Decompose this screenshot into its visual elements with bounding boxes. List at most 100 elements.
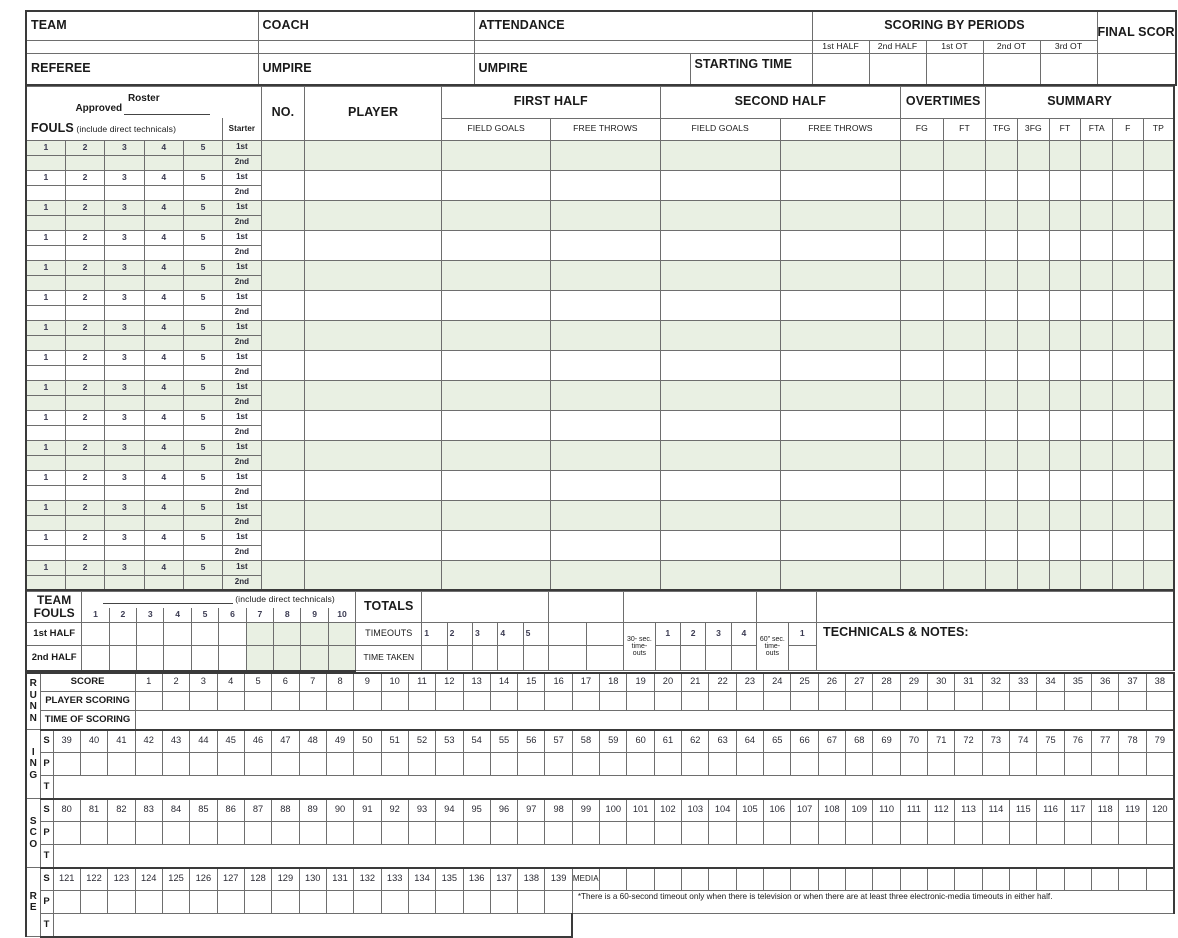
summary-f-cell[interactable] [1112, 289, 1144, 321]
fh-field-goals-cell[interactable] [440, 319, 552, 351]
team-foul-cell[interactable] [136, 622, 165, 646]
running-player-cell[interactable] [1036, 821, 1065, 845]
foul-mark-cell[interactable] [143, 454, 184, 471]
foul-mark-cell[interactable]: 1 [24, 259, 66, 276]
foul-mark-cell[interactable] [182, 424, 224, 441]
running-player-cell[interactable] [817, 752, 847, 776]
summary-f-cell[interactable] [1112, 469, 1144, 501]
fh-free-throws-cell[interactable] [550, 559, 661, 591]
ot-ft-cell[interactable] [942, 289, 987, 321]
summary-ft-cell[interactable] [1048, 259, 1082, 291]
player-scoring-cell[interactable] [353, 691, 382, 711]
foul-mark-cell[interactable] [143, 574, 184, 591]
player-number-cell[interactable] [260, 169, 306, 201]
roster-approved-cell[interactable]: Roster Approved [24, 85, 262, 118]
sixty-timeout-cell-1[interactable]: 1 [787, 622, 818, 646]
summary-fta-cell[interactable] [1080, 139, 1114, 171]
sh-free-throws-cell[interactable] [779, 139, 902, 171]
foul-mark-cell[interactable]: 1 [24, 169, 66, 186]
team-foul-cell[interactable] [245, 622, 275, 646]
sh-free-throws-cell[interactable] [779, 559, 902, 591]
player-scoring-cell[interactable] [653, 691, 683, 711]
running-player-cell[interactable] [927, 752, 956, 776]
score-input-3rd-ot[interactable] [1039, 53, 1098, 86]
player-scoring-cell[interactable] [954, 691, 983, 711]
ot-ft-cell[interactable] [942, 559, 987, 591]
summary-tp-cell[interactable] [1142, 169, 1175, 201]
running-player-cell[interactable] [626, 752, 655, 776]
foul-mark-cell[interactable]: 4 [143, 229, 184, 246]
fh-free-throws-cell[interactable] [550, 499, 661, 531]
foul-mark-cell[interactable]: 5 [182, 289, 224, 306]
running-player-cell[interactable] [763, 752, 792, 776]
foul-mark-cell[interactable] [24, 484, 66, 501]
running-player-cell[interactable] [189, 752, 218, 776]
summary-fta-cell[interactable] [1080, 559, 1114, 591]
sh-free-throws-cell[interactable] [779, 169, 902, 201]
media-timeout-cell[interactable] [735, 866, 765, 891]
umpire-cell-2[interactable]: UMPIRE [473, 53, 691, 86]
foul-mark-cell[interactable] [182, 514, 224, 531]
fh-field-goals-cell[interactable] [440, 409, 552, 441]
thirty-time-taken-cell[interactable] [679, 645, 707, 671]
summary-f-cell[interactable] [1112, 379, 1144, 411]
player-scoring-cell[interactable] [571, 691, 601, 711]
foul-mark-cell[interactable] [24, 274, 66, 291]
sh-free-throws-cell[interactable] [779, 379, 902, 411]
ot-fg-cell[interactable] [900, 229, 944, 261]
running-player-cell[interactable] [243, 821, 273, 845]
player-scoring-cell[interactable] [872, 691, 901, 711]
player-name-cell[interactable] [304, 259, 442, 291]
running-player-cell[interactable] [325, 821, 355, 845]
summary-f-cell[interactable] [1112, 259, 1144, 291]
media-timeout-cell[interactable] [763, 866, 792, 891]
media-timeout-cell[interactable] [599, 866, 628, 891]
running-player-cell[interactable] [407, 821, 437, 845]
player-scoring-cell[interactable] [1036, 691, 1065, 711]
foul-mark-cell[interactable] [182, 574, 224, 591]
foul-mark-cell[interactable]: 4 [143, 559, 184, 576]
foul-mark-cell[interactable]: 2 [64, 289, 106, 306]
running-player-cell[interactable] [407, 752, 437, 776]
summary-tfg-cell[interactable] [985, 379, 1018, 411]
player-number-cell[interactable] [260, 349, 306, 381]
media-timeout-cell[interactable] [1036, 866, 1065, 891]
running-player-cell[interactable] [981, 821, 1011, 845]
player-scoring-cell[interactable] [790, 691, 819, 711]
running-player-cell[interactable] [189, 890, 218, 914]
sh-field-goals-cell[interactable] [659, 349, 781, 381]
running-player-cell[interactable] [462, 821, 491, 845]
foul-mark-cell[interactable]: 1 [24, 319, 66, 336]
sh-field-goals-cell[interactable] [659, 229, 781, 261]
team-foul-cell[interactable] [163, 622, 192, 646]
foul-mark-cell[interactable]: 3 [104, 559, 145, 576]
fh-field-goals-cell[interactable] [440, 499, 552, 531]
media-timeout-cell[interactable] [790, 866, 819, 891]
sh-free-throws-cell[interactable] [779, 319, 902, 351]
referee-cell[interactable]: REFEREE [25, 53, 259, 86]
summary-ft-cell[interactable] [1048, 229, 1082, 261]
running-player-cell[interactable] [954, 752, 983, 776]
summary-3fg-cell[interactable] [1017, 559, 1050, 591]
fh-free-throws-cell[interactable] [550, 379, 661, 411]
summary-fta-cell[interactable] [1080, 259, 1114, 291]
team-cell[interactable]: TEAM [25, 10, 259, 41]
running-player-cell[interactable] [544, 890, 573, 914]
summary-tfg-cell[interactable] [985, 499, 1018, 531]
score-input-2nd-half[interactable] [868, 53, 927, 86]
foul-mark-cell[interactable]: 5 [182, 229, 224, 246]
player-number-cell[interactable] [260, 379, 306, 411]
foul-mark-cell[interactable]: 2 [64, 529, 106, 546]
foul-mark-cell[interactable] [64, 484, 106, 501]
sh-field-goals-cell[interactable] [659, 199, 781, 231]
foul-mark-cell[interactable] [104, 484, 145, 501]
foul-mark-cell[interactable]: 4 [143, 529, 184, 546]
ot-fg-cell[interactable] [900, 169, 944, 201]
summary-tp-cell[interactable] [1142, 319, 1175, 351]
team-foul-cell[interactable] [300, 622, 329, 646]
summary-fta-cell[interactable] [1080, 169, 1114, 201]
foul-mark-cell[interactable] [143, 394, 184, 411]
thirty-time-taken-cell[interactable] [705, 645, 732, 671]
sh-free-throws-cell[interactable] [779, 499, 902, 531]
ot-ft-cell[interactable] [942, 319, 987, 351]
